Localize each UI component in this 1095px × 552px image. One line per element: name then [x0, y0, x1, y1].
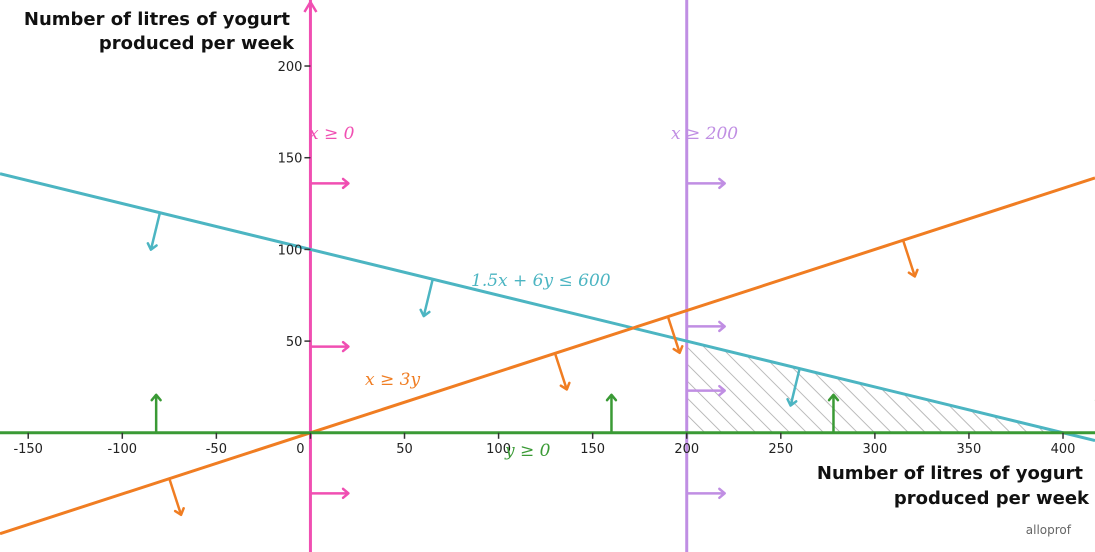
y-axis-title-line1: Number of litres of yogurt [24, 9, 290, 30]
series-3-arrow-2 [666, 316, 684, 355]
x-tick-label-200: 200 [674, 442, 699, 457]
series-2-arrow-2 [786, 368, 801, 407]
alloprof-logo: alloprof [1026, 523, 1072, 537]
y-tick-label-150: 150 [278, 152, 303, 167]
y-tick-label-100: 100 [278, 243, 303, 258]
series-0-arrow-0 [310, 177, 350, 190]
series-3-line [0, 176, 1095, 536]
series-1-arrow-0 [686, 177, 726, 190]
x-tick-label-50: 50 [396, 442, 413, 457]
series-1-arrow-2 [686, 384, 726, 397]
label-y-ge-0: y ≥ 0 [504, 441, 551, 461]
x-tick-label-100: 100 [486, 442, 511, 457]
series-2-arrow-1 [419, 278, 434, 318]
x-tick-label-400: 400 [1051, 442, 1076, 457]
x-tick-label--50: -50 [206, 442, 227, 457]
x-tick-label--150: -150 [13, 442, 43, 457]
x-tick-label-0: 0 [296, 442, 304, 457]
y-tick-label-200: 200 [278, 60, 303, 75]
label-x-ge-0: x ≥ 0 [309, 124, 355, 144]
series-0-arrow-1 [310, 340, 350, 353]
series-3-arrow-1 [553, 352, 571, 391]
x-tick-label-250: 250 [768, 442, 793, 457]
series-4-arrow-1 [605, 393, 618, 433]
series-1-arrow-3 [686, 487, 726, 500]
label-x-ge-200: x ≥ 200 [671, 124, 738, 144]
series-4-arrow-0 [150, 393, 162, 433]
x-axis-title-line1: Number of litres of yogurt [817, 463, 1083, 484]
series-1-arrow-1 [686, 320, 726, 333]
label-x-ge-3y: x ≥ 3y [365, 370, 420, 390]
series-4-arrow-2 [827, 393, 840, 433]
x-tick-label-300: 300 [862, 442, 887, 457]
x-tick-label--100: -100 [108, 442, 138, 457]
x-axis-title-line2: produced per week [894, 488, 1090, 509]
series-2-line [0, 172, 1095, 443]
series-2-arrow-0 [146, 212, 162, 251]
series-3-arrow-3 [901, 239, 919, 278]
y-tick-label-50: 50 [286, 335, 303, 350]
x-tick-label-350: 350 [957, 442, 982, 457]
x-tick-label-150: 150 [580, 442, 605, 457]
y-axis-arrowhead [303, 0, 318, 13]
series-0-arrow-2 [310, 487, 350, 500]
label-teal-inequality: 1.5x + 6y ≤ 600 [471, 271, 611, 291]
y-axis-title-line2: produced per week [99, 33, 295, 54]
series-3-arrow-0 [168, 478, 185, 517]
